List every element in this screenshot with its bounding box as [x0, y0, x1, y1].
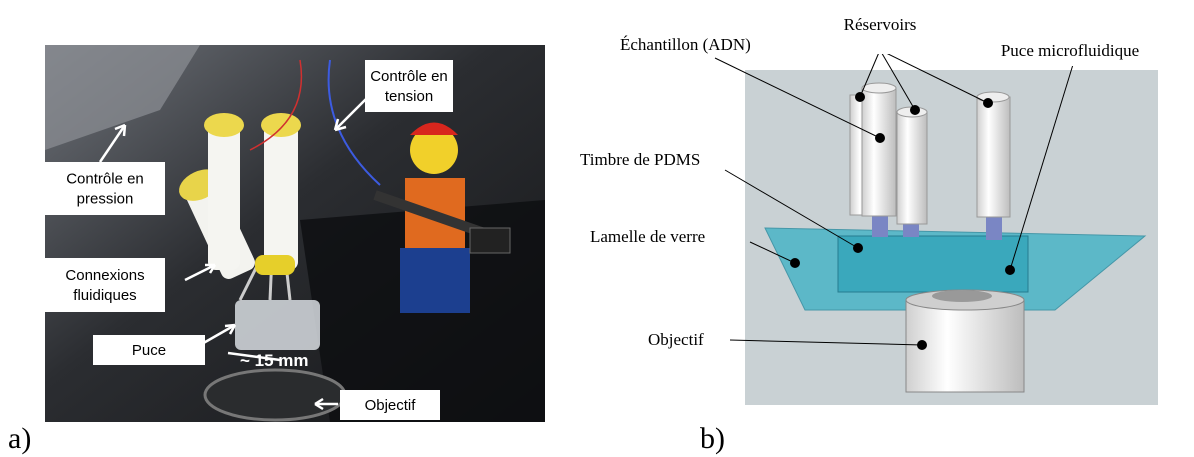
model	[745, 70, 1158, 405]
callout-box	[45, 258, 165, 312]
leader-dots	[790, 92, 1015, 350]
callout-text: Lamelle de verre	[590, 227, 705, 246]
callout-text: Connexions	[65, 267, 144, 284]
callout-text: Objectif	[648, 330, 704, 349]
callout-text: Contrôle en	[370, 68, 448, 85]
callout-box	[340, 390, 440, 420]
callout-text: fluidiques	[73, 287, 136, 304]
label-box	[797, 10, 963, 54]
callout-box	[45, 162, 165, 215]
panel-label: b)	[700, 422, 725, 455]
callout-text: Puce microfluidique	[1001, 41, 1139, 60]
callout-text: Puce	[132, 342, 166, 359]
arrows	[98, 94, 371, 411]
scale-label: ~ 15 mm	[240, 351, 309, 370]
label-box	[975, 34, 1165, 66]
callout-boxes: Contrôle en tension Contrôle en pression Con…	[45, 60, 453, 420]
callout-text: tension	[385, 88, 433, 105]
callout-text: Contrôle en	[66, 171, 144, 188]
callout-text: pression	[77, 191, 134, 208]
callout-text: Timbre de PDMS	[580, 150, 700, 169]
callout-text: Réservoirs	[844, 15, 917, 34]
callout-text: Échantillon (ADN)	[620, 35, 751, 54]
leader-lines	[714, 49, 1076, 346]
panel-label: a)	[8, 422, 31, 455]
callout-box	[93, 335, 205, 365]
callout-text: Objectif	[365, 397, 417, 414]
callout-box	[365, 60, 453, 112]
